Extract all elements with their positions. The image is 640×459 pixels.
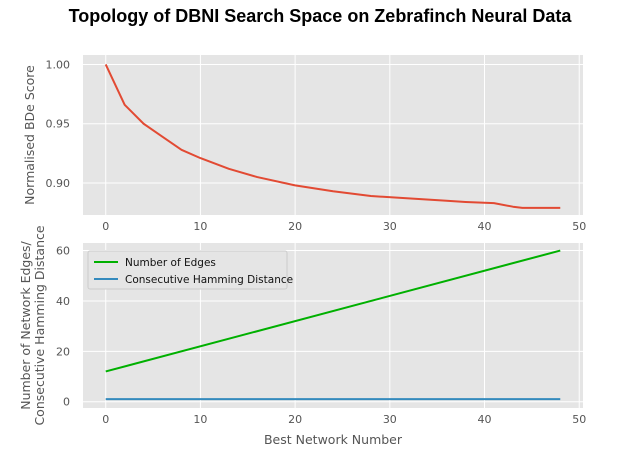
bottom-legend-label-0: Number of Edges bbox=[125, 257, 216, 269]
top-x-tick-label: 30 bbox=[383, 220, 397, 233]
bottom-panel: 0 10 20 30 40 50 0 20 40 60 Number of Network Edge… bbox=[18, 225, 586, 447]
bottom-y-tick-label: 60 bbox=[56, 245, 70, 258]
bottom-y-axis-label-line-0: Number of Network Edges/ bbox=[18, 240, 33, 409]
top-y-axis-label: Normalised BDe Score bbox=[22, 65, 37, 205]
bottom-x-tick-label: 30 bbox=[383, 413, 397, 426]
bottom-legend-box bbox=[87, 250, 288, 290]
bottom-x-tick-label: 10 bbox=[193, 413, 207, 426]
bottom-x-tick-label: 20 bbox=[288, 413, 302, 426]
top-x-tick-label: 40 bbox=[478, 220, 492, 233]
top-y-tick-label: 0.95 bbox=[46, 118, 71, 131]
top-x-tick-label: 20 bbox=[288, 220, 302, 233]
top-x-tick-label: 50 bbox=[572, 220, 586, 233]
top-plot-area bbox=[83, 55, 583, 215]
bottom-legend-label-1: Consecutive Hamming Distance bbox=[125, 274, 293, 286]
top-x-tick-label: 0 bbox=[102, 220, 109, 233]
bottom-x-tick-label: 50 bbox=[572, 413, 586, 426]
bottom-x-axis-label: Best Network Number bbox=[264, 432, 403, 447]
bottom-x-tick-label: 40 bbox=[478, 413, 492, 426]
bottom-y-axis-label-line-1: Consecutive Hamming Distance bbox=[32, 225, 47, 425]
chart-title: Topology of DBNI Search Space on Zebrafi… bbox=[68, 6, 572, 26]
bottom-series-line-0 bbox=[105, 249, 561, 373]
top-y-tick-label: 0.90 bbox=[46, 177, 71, 190]
bottom-y-tick-label: 40 bbox=[56, 295, 70, 308]
top-x-tick-label: 10 bbox=[193, 220, 207, 233]
top-panel: 0 10 20 30 40 50 0.90 0.95 1.00 Normalised BDe Sc… bbox=[22, 55, 586, 233]
bottom-y-tick-label: 0 bbox=[63, 396, 70, 409]
bottom-y-tick-label: 20 bbox=[56, 345, 70, 358]
bottom-x-tick-label: 0 bbox=[102, 413, 109, 426]
top-y-tick-label: 1.00 bbox=[46, 58, 71, 71]
top-series-line-0 bbox=[104, 64, 561, 209]
